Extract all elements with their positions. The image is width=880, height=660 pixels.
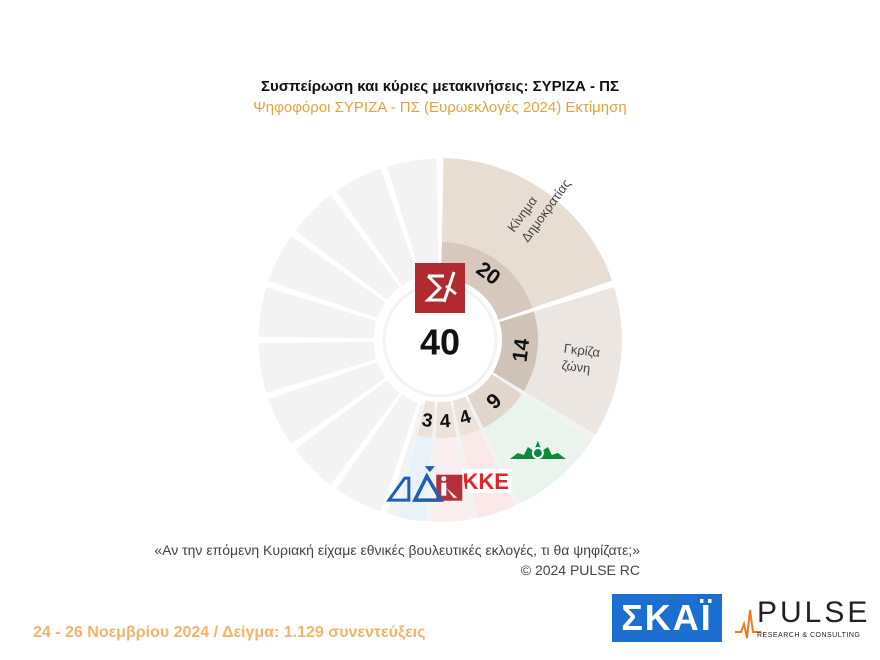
pulse-logo: PULSE RESEARCH & CONSULTING	[735, 596, 867, 644]
slice-outer	[441, 158, 612, 308]
slice-bar	[492, 311, 538, 391]
center-value: 40	[420, 322, 460, 363]
slice-bar	[452, 396, 481, 436]
pasok-logo	[509, 441, 566, 460]
pulse-wordmark: PULSE	[757, 596, 871, 629]
slice-6: 3	[385, 400, 444, 522]
slice-value-label: 14	[508, 337, 534, 363]
nd-logo	[385, 466, 444, 502]
pulse-tagline: RESEARCH & CONSULTING	[757, 632, 861, 639]
center-disc	[380, 280, 500, 400]
syriza-logo	[415, 263, 465, 313]
slice-value-label: 4	[439, 411, 451, 433]
chart-title: Συσπείρωση και κύριες μετακινήσεις: ΣΥΡΙ…	[260, 78, 620, 95]
copyright-note: © 2024 PULSE RC	[520, 562, 640, 578]
survey-question: «Αν την επόμενη Κυριακή είχαμε εθνικές β…	[154, 542, 640, 558]
date-sample-note: 24 - 26 Νοεμβρίου 2024 / Δείγμα: 1.129 σ…	[33, 624, 426, 641]
slice-bar	[417, 400, 435, 438]
slice-category-label: Γκρίζαζώνη	[561, 340, 602, 376]
kke-logo: ΚΚΕ	[459, 468, 512, 494]
pulse-wave-icon	[735, 609, 761, 639]
slice-outer	[523, 287, 622, 435]
slice-bar	[467, 374, 522, 428]
slice-value-label: 3	[420, 410, 434, 432]
slice-bar	[441, 242, 533, 320]
kke-logo-mark: ΚΚΕ	[463, 469, 509, 494]
chart-subtitle: Ψηφοφόροι ΣΥΡΙΖΑ - ΠΣ (Ευρωεκλογές 2024)…	[253, 99, 627, 116]
slice-2: 14 Γκρίζαζώνη	[492, 287, 622, 435]
slice-bar	[435, 401, 457, 438]
skai-logo: ΣΚΑΪ	[612, 594, 722, 642]
